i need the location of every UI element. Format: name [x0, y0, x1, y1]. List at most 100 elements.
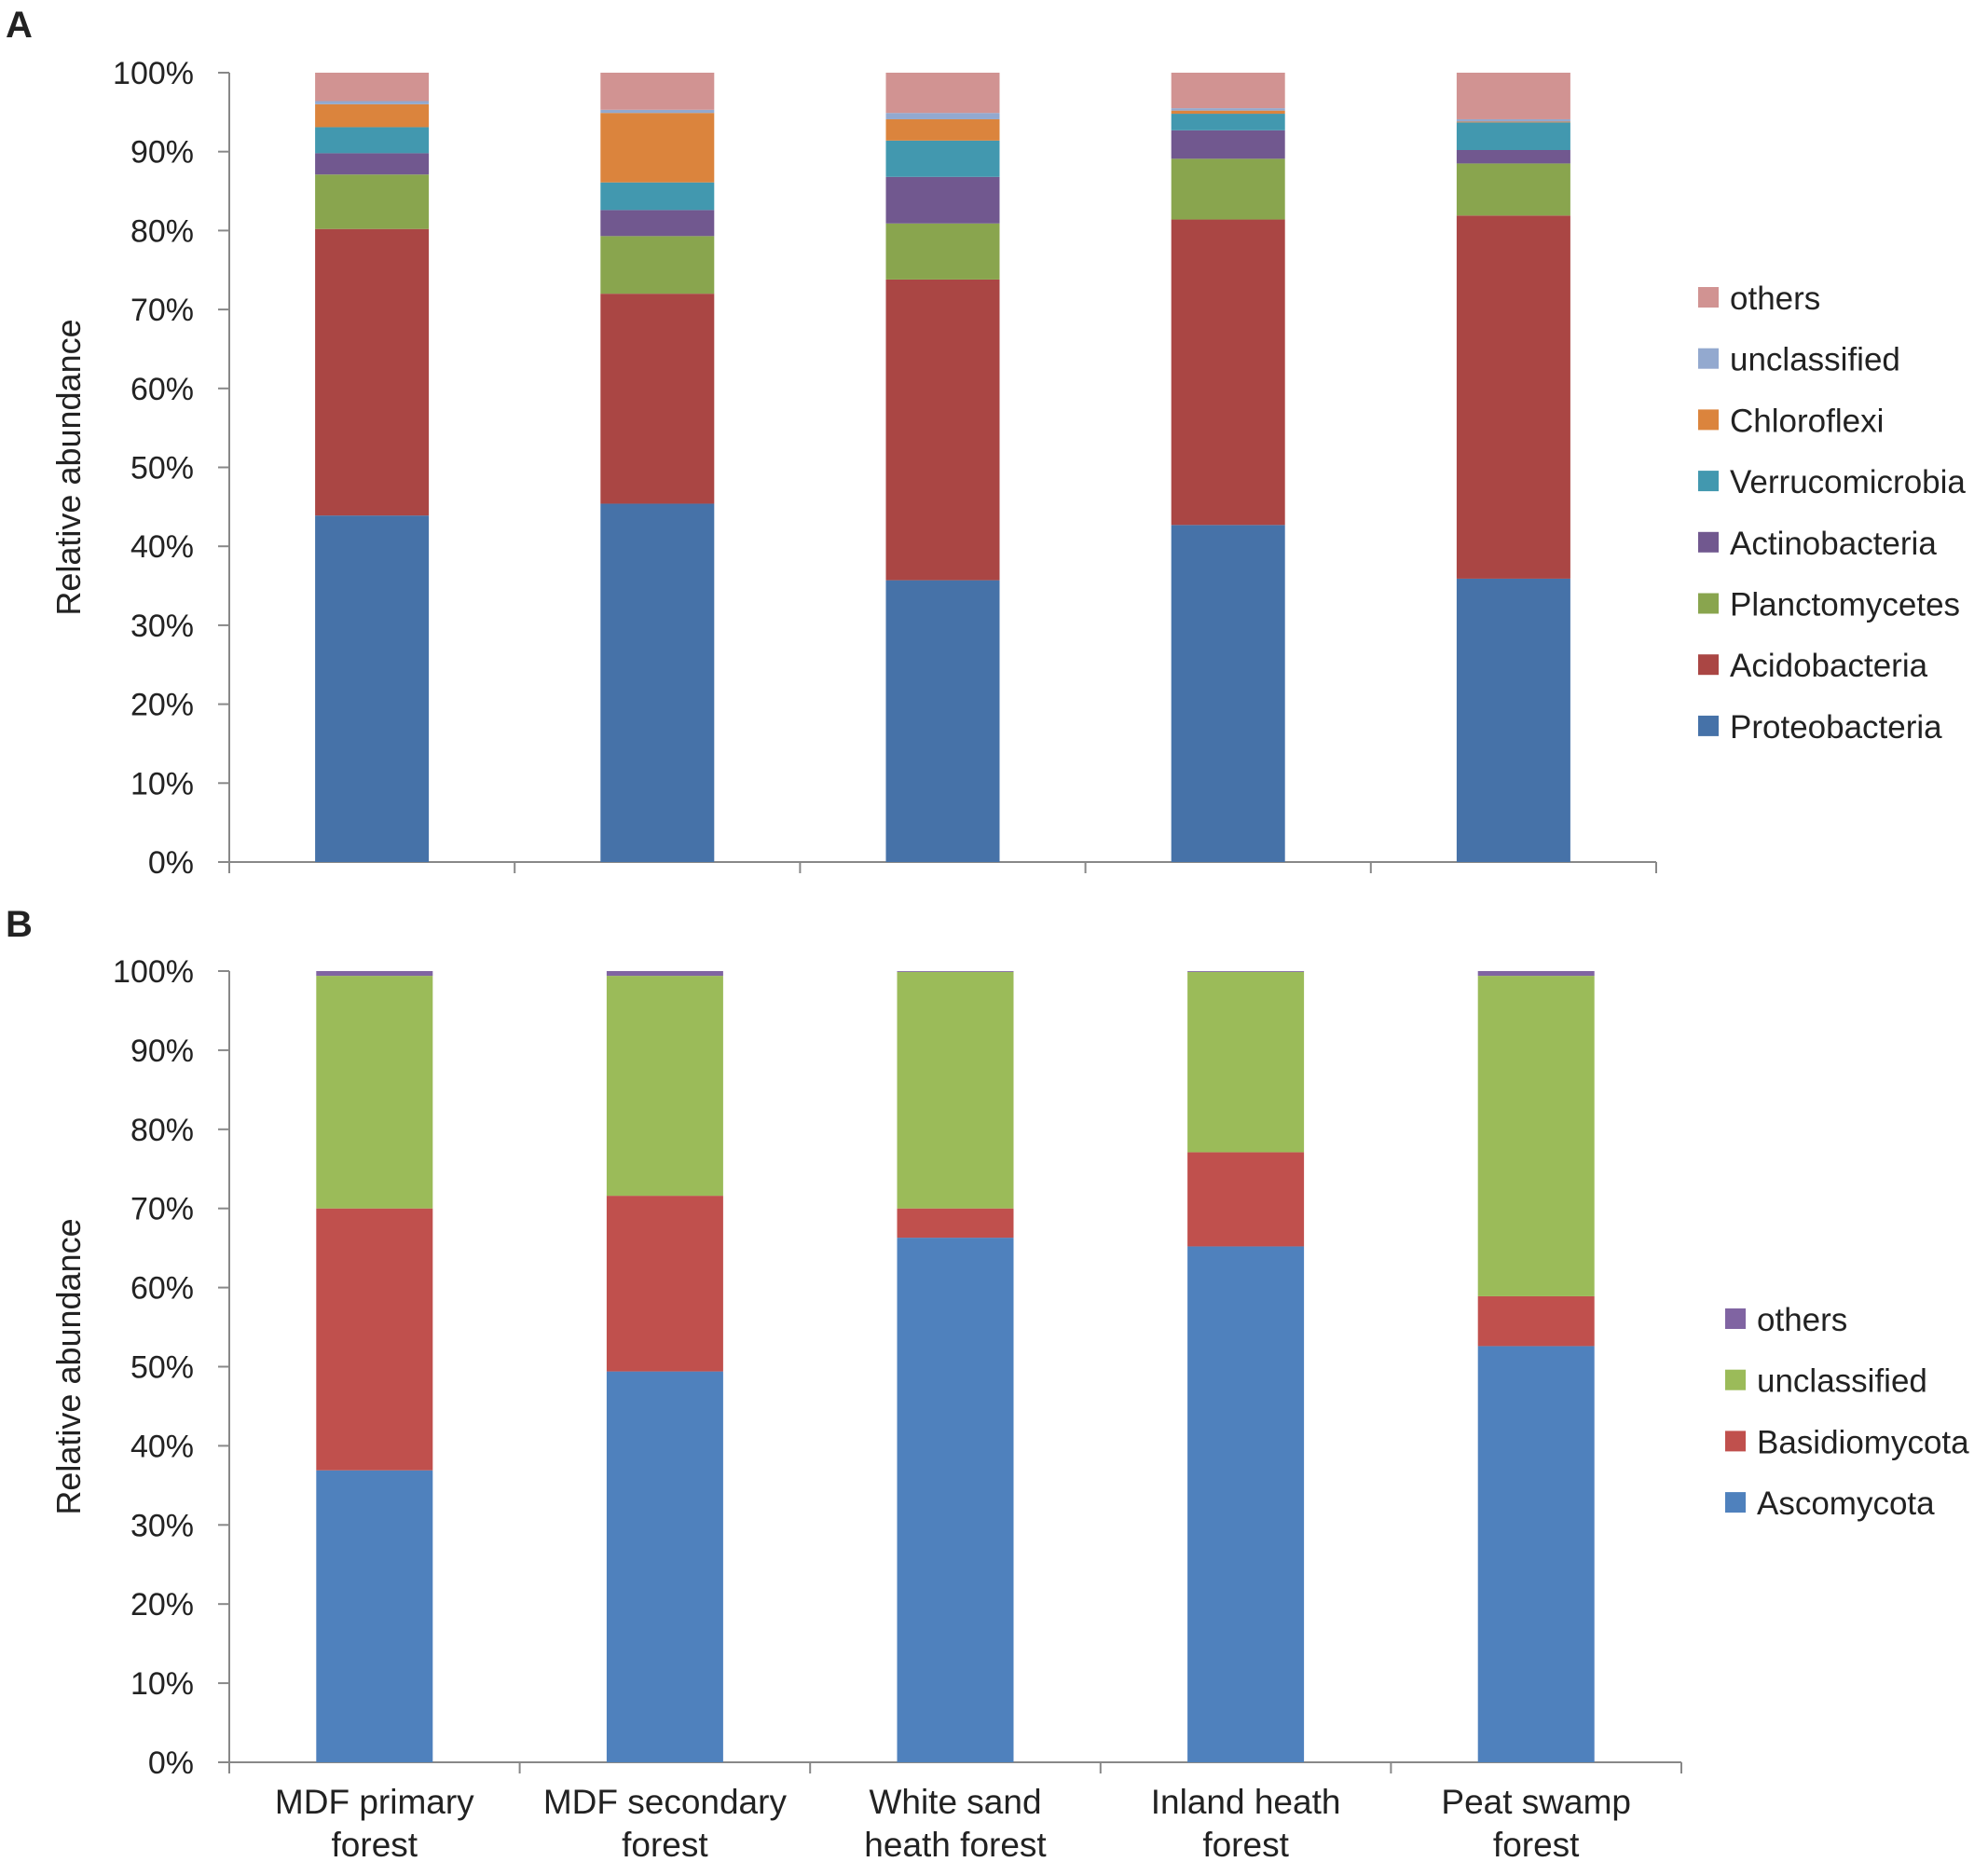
bacteria-bar-segment [885, 580, 1000, 862]
fungi-y-tick-label: 40% [130, 1429, 194, 1464]
bacteria-legend-item: Planctomycetes [1698, 587, 1960, 623]
bacteria-legend-swatch [1698, 715, 1719, 736]
bacteria-y-tick-label: 40% [130, 529, 194, 565]
bacteria-bar-segment [1171, 110, 1285, 115]
bacteria-bar-segment [885, 279, 1000, 581]
bacteria-bar-segment [1456, 215, 1570, 579]
bacteria-y-tick-label: 90% [130, 135, 194, 171]
bacteria-bar-segment [885, 223, 1000, 280]
bacteria-legend-item: others [1698, 281, 1820, 317]
fungi-category-label: MDF primary forest [275, 1783, 474, 1862]
bacteria-legend-swatch [1698, 531, 1719, 553]
bacteria-bar-segment [600, 182, 715, 211]
bacteria-bar-segment [315, 127, 430, 154]
fungi-y-tick-label: 50% [130, 1350, 194, 1386]
fungi-category-label: MDF secondary forest [543, 1783, 788, 1862]
bacteria-legend-swatch [1698, 654, 1719, 676]
bacteria-y-tick-label: 60% [130, 372, 194, 407]
fungi-bar-segment [606, 1196, 723, 1372]
bacteria-legend-label: Acidobacteria [1730, 648, 1928, 684]
bacteria-bar-segment [315, 153, 430, 175]
fungi-legend-swatch [1725, 1369, 1746, 1390]
bacteria-legend-item: Chloroflexi [1698, 403, 1884, 439]
bacteria-bar-segment [600, 294, 715, 504]
fungi-bar-stack [1187, 971, 1305, 1762]
bacteria-legend-item: Acidobacteria [1698, 648, 1928, 684]
bacteria-bar-stack [600, 73, 715, 862]
fungi-bar-segment [1477, 971, 1595, 977]
bacteria-bar-segment [1456, 118, 1570, 122]
bacteria-y-tick-label: 70% [130, 293, 194, 328]
bacteria-bar-stack [885, 73, 1000, 862]
bacteria-bar-segment [600, 113, 715, 183]
bacteria-legend-label: Actinobacteria [1730, 526, 1937, 562]
fungi-legend-label: Basidiomycota [1757, 1424, 1969, 1460]
bacteria-bar-segment [315, 515, 430, 862]
fungi-bar-segment [316, 1208, 433, 1471]
bacteria-bar-segment [1456, 73, 1570, 119]
bacteria-bar-segment [1171, 158, 1285, 220]
panel-a-letter: A [6, 5, 33, 46]
bacteria-legend-label: Planctomycetes [1730, 587, 1960, 623]
bacteria-legend-item: Verrucomicrobia [1698, 464, 1966, 500]
fungi-y-tick-label: 70% [130, 1192, 194, 1227]
fungi-category-label: Inland heath forest [1151, 1783, 1341, 1862]
bacteria-bar-segment [1171, 108, 1285, 111]
fungi-bar-segment [1187, 1246, 1305, 1762]
fungi-bar-segment [316, 976, 433, 1209]
fungi-category-label: Peat swamp forest [1441, 1783, 1631, 1862]
bacteria-bar-segment [315, 101, 430, 104]
fungi-y-tick-label: 80% [130, 1113, 194, 1148]
bacteria-y-axis-title: Relative abundance [49, 319, 88, 615]
bacteria-bar-segment [1171, 525, 1285, 862]
bacteria-y-tick-label: 100% [113, 56, 194, 91]
fungi-legend-swatch [1725, 1308, 1746, 1329]
bacteria-legend-item: unclassified [1698, 342, 1900, 378]
bacteria-y-tick-label: 80% [130, 213, 194, 249]
bacteria-y-tick-label: 20% [130, 688, 194, 723]
bacteria-legend-label: unclassified [1730, 342, 1900, 378]
fungi-bar-stack [606, 971, 723, 1762]
fungi-stacked-bar-chart: 0% 10% 20% 30% 40% 50% 60% 70% 80% 90% 100% MDF pri… [49, 954, 1969, 1862]
bacteria-y-tick-label: 30% [130, 609, 194, 644]
bacteria-legend-label: Proteobacteria [1730, 709, 1942, 746]
bacteria-legend-swatch [1698, 348, 1719, 369]
bacteria-bar-segment [885, 140, 1000, 177]
bacteria-bar-segment [600, 73, 715, 110]
fungi-y-tick-label: 60% [130, 1271, 194, 1307]
fungi-bar-segment [1477, 1346, 1595, 1762]
bacteria-bar-segment [885, 176, 1000, 224]
fungi-y-axis-title: Relative abundance [49, 1218, 88, 1514]
bacteria-bar-segment [1456, 122, 1570, 151]
bacteria-bar-segment [600, 109, 715, 114]
fungi-legend-label: Ascomycota [1757, 1485, 1935, 1522]
bacteria-bar-segment [315, 103, 430, 128]
bacteria-legend-swatch [1698, 287, 1719, 308]
bacteria-legend-item: Actinobacteria [1698, 526, 1937, 562]
fungi-y-tick-label: 20% [130, 1587, 194, 1622]
bacteria-bar-stack [315, 73, 430, 862]
fungi-legend-swatch [1725, 1492, 1746, 1513]
fungi-bar-segment [1187, 1152, 1305, 1247]
fungi-legend-item: Ascomycota [1725, 1485, 1935, 1522]
bacteria-bar-segment [1456, 150, 1570, 164]
fungi-bar-segment [897, 971, 1014, 1209]
bacteria-bar-stack [1171, 73, 1285, 862]
bacteria-bar-segment [600, 503, 715, 862]
bacteria-legend-swatch [1698, 409, 1719, 431]
fungi-y-tick-label: 100% [113, 954, 194, 990]
bacteria-bar-segment [885, 73, 1000, 114]
bacteria-bar-stack [1456, 73, 1570, 862]
bacteria-bar-segment [600, 210, 715, 237]
bacteria-bar-segment [885, 118, 1000, 141]
fungi-bar-segment [1187, 971, 1305, 1153]
fungi-bar-segment [1477, 1295, 1595, 1347]
bacteria-legend-item: Proteobacteria [1698, 709, 1942, 746]
bacteria-bar-segment [1456, 578, 1570, 862]
bacteria-legend-label: Verrucomicrobia [1730, 464, 1966, 500]
fungi-legend-label: unclassified [1757, 1363, 1927, 1400]
fungi-legend-item: unclassified [1725, 1363, 1927, 1400]
fungi-bar-segment [1477, 976, 1595, 1296]
bacteria-bar-segment [1171, 73, 1285, 109]
fungi-legend-item: others [1725, 1302, 1847, 1338]
